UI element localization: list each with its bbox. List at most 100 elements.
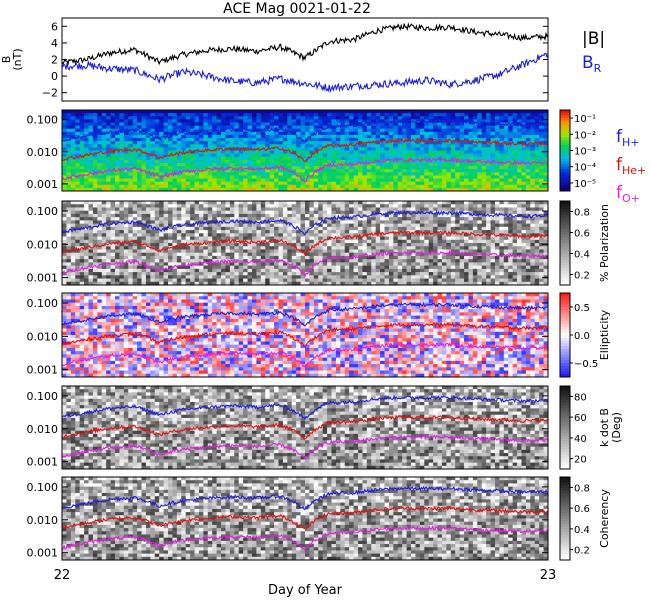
y-axis-label: B	[0, 56, 13, 64]
x-tick-label: 23	[540, 568, 557, 583]
gyro-line-o-plus	[61, 249, 549, 278]
colorbar-tick-label: 0.5	[574, 303, 590, 314]
legend-subscript: He+	[622, 164, 646, 177]
gyro-line-o-plus	[61, 157, 549, 183]
plot-frame	[61, 109, 549, 192]
x-tick-label: 22	[54, 568, 71, 583]
colorbar-label: Ellipticity	[598, 309, 611, 360]
colorbar-tick-label: 20	[574, 455, 587, 466]
y-tick-label: 0.010	[27, 514, 59, 527]
plot-frame	[61, 292, 549, 378]
series-line-b-magnitude	[61, 22, 549, 66]
gyro-line-o-plus	[61, 525, 549, 552]
colorbar-tick-label: 0.6	[574, 504, 590, 515]
plot-frame	[61, 200, 549, 286]
colorbar-tick-label: 0.8	[574, 483, 590, 494]
colorbar-frame	[559, 385, 571, 470]
colorbar-tick-label: 10⁻⁴	[574, 163, 596, 174]
colorbar: 0.8 0.6 0.4 0.2 % Polarization	[559, 200, 611, 286]
colorbar-tick-label: 0.0	[574, 331, 590, 342]
y-axis-label: (nT)	[11, 48, 24, 70]
legend-subscript: H+	[622, 136, 640, 149]
gyro-line-h-plus	[61, 301, 549, 327]
panel-spectrogram-4: 0.100 0.010 0.001 80 60 40 20 k dot B (Deg)	[27, 385, 623, 470]
plot-frame	[61, 385, 549, 470]
legend-label: fH+	[616, 127, 640, 149]
legend-label: |B|	[582, 29, 605, 49]
series-line-b-r	[61, 52, 549, 94]
y-tick-label: 4	[51, 37, 58, 50]
panels: 6420−2B(nT)|B|BR0.1000.0100.00110⁻¹10⁻²1…	[0, 17, 646, 561]
y-tick-label: 0.100	[27, 297, 59, 310]
panel-spectrogram-5: 0.100 0.010 0.001 0.8 0.6 0.4 0.2 Coherency	[27, 476, 611, 561]
colorbar: 10⁻¹ 10⁻² 10⁻³ 10⁻⁴ 10⁻⁵	[559, 109, 596, 192]
colorbar-tick-label: 10⁻²	[574, 130, 596, 141]
colorbar-tick-label: 0.6	[574, 229, 590, 240]
colorbar-tick-label: −0.5	[574, 359, 598, 370]
spectrogram-cells	[62, 386, 549, 470]
x-axis: 22 23	[54, 553, 557, 583]
colorbar: 80 60 40 20 k dot B (Deg)	[559, 385, 623, 470]
y-tick-label: 0.100	[27, 114, 59, 127]
gyro-line-he-plus	[61, 414, 549, 440]
y-tick-label: 0.001	[27, 456, 59, 469]
colorbar-frame	[559, 476, 571, 561]
legend-label: fO+	[616, 183, 640, 205]
gyro-line-h-plus	[61, 118, 549, 143]
colorbar-tick-label: 0.2	[574, 271, 590, 282]
y-tick-label: 0.001	[27, 364, 59, 377]
y-tick-label: 2	[51, 54, 58, 67]
legend-label: fHe+	[616, 155, 646, 177]
y-tick-label: 0.100	[27, 390, 59, 403]
gyro-line-he-plus	[61, 137, 549, 163]
colorbar-tick-label: 60	[574, 413, 587, 424]
y-tick-label: 0.001	[27, 178, 59, 191]
spectrogram-cells	[62, 201, 549, 286]
colorbar-frame	[559, 200, 571, 286]
gyro-line-he-plus	[61, 506, 549, 531]
colorbar-tick-label: 80	[574, 392, 587, 403]
colorbar-tick-label: 10⁻³	[574, 147, 596, 158]
gyro-line-h-plus	[61, 394, 549, 421]
colorbar-tick-label: 0.2	[574, 546, 590, 557]
legend-label: BR	[582, 53, 602, 75]
gyro-line-h-plus	[61, 209, 549, 236]
plot-frame	[61, 476, 549, 561]
y-tick-label: 0.100	[27, 205, 59, 218]
y-tick-label: 0.001	[27, 272, 59, 285]
colorbar-label: (Deg)	[610, 412, 623, 443]
y-tick-label: 0.010	[27, 330, 59, 343]
y-tick-label: 0	[51, 70, 58, 83]
y-tick-label: 0.010	[27, 423, 59, 436]
y-tick-label: 0.001	[27, 547, 59, 560]
gyro-line-o-plus	[61, 434, 549, 461]
y-tick-label: 0.100	[27, 481, 59, 494]
y-tick-label: 6	[51, 20, 58, 33]
colorbar-tick-label: 40	[574, 434, 587, 445]
panel-spectrogram-1: 0.100 0.010 0.001 10⁻¹ 10⁻² 10⁻³ 10⁻⁴ 10⁻⁵ fH+ fH…	[27, 109, 646, 205]
colorbar-tick-label: 10⁻⁵	[574, 179, 596, 190]
colorbar-label: % Polarization	[598, 204, 611, 282]
colorbar-tick-label: 0.4	[574, 525, 590, 536]
colorbar-tick-label: 0.8	[574, 208, 590, 219]
panel-magnetic-field: 6 4 2 0 −2 B(nT) |B| BR	[0, 17, 605, 102]
colorbar-label: k dot B	[598, 408, 611, 447]
x-axis-label: Day of Year	[268, 583, 343, 598]
y-tick-label: 0.010	[27, 146, 59, 159]
legend-subscript: R	[594, 62, 602, 75]
gyro-line-he-plus	[61, 229, 549, 257]
legend-subscript: O+	[622, 192, 640, 205]
colorbar-label: Coherency	[598, 489, 611, 548]
y-tick-label: −2	[42, 87, 58, 100]
gyro-line-he-plus	[61, 321, 549, 348]
panel-spectrogram-2: 0.100 0.010 0.001 0.8 0.6 0.4 0.2 % Polarizatio…	[27, 200, 611, 286]
colorbar-tick-label: 10⁻¹	[574, 114, 596, 125]
chart-title: ACE Mag 0021-01-22	[223, 1, 371, 17]
colorbar: 0.8 0.6 0.4 0.2 Coherency	[559, 476, 611, 561]
gyro-line-o-plus	[61, 342, 549, 368]
y-tick-label: 0.010	[27, 238, 59, 251]
colorbar-tick-label: 0.4	[574, 250, 590, 261]
